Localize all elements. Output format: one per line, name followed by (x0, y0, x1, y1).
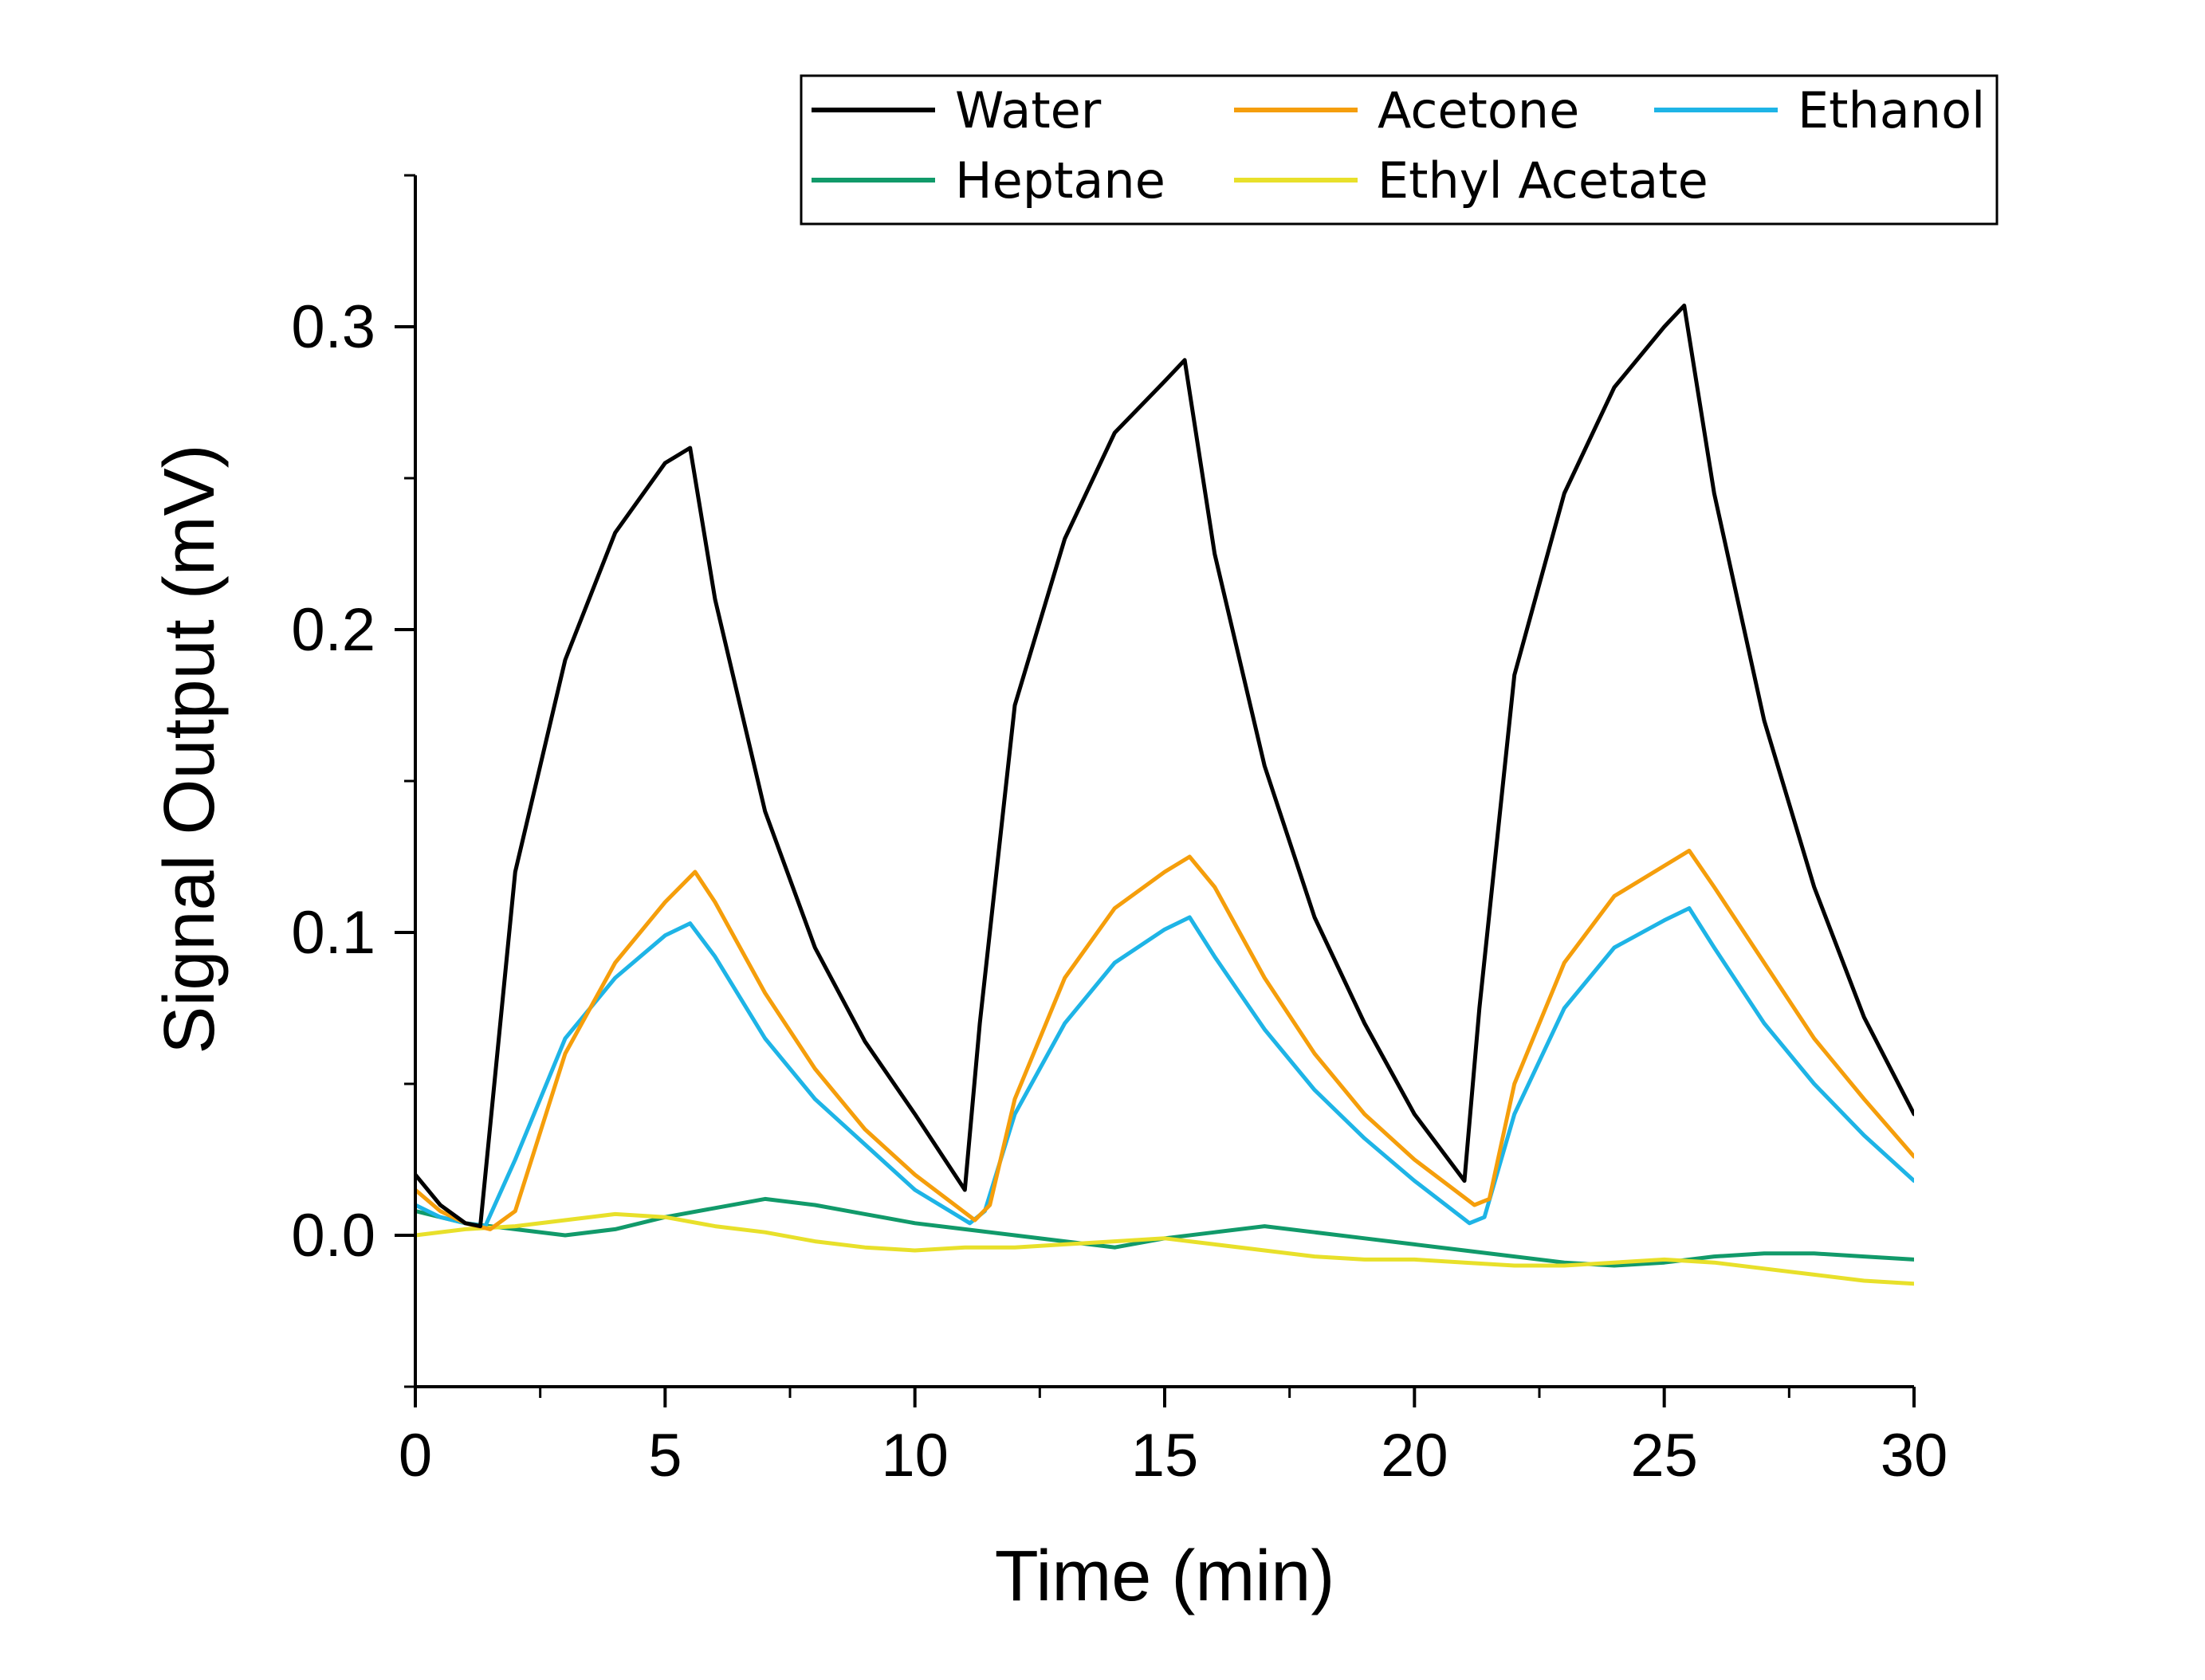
legend-label: Water (955, 81, 1102, 139)
x-tick-label: 20 (1381, 1422, 1448, 1490)
axes (414, 175, 1914, 1388)
y-tick-label: 0.2 (291, 596, 375, 664)
legend: Water Acetone Ethanol Heptane Ethyl Acetate (800, 74, 1999, 226)
x-tick-label: 0 (399, 1422, 432, 1490)
x-tick-label: 25 (1630, 1422, 1698, 1490)
series-line-acetone (415, 848, 1914, 1231)
series-line-ethanol (415, 906, 1914, 1229)
legend-label: Ethanol (1798, 81, 1985, 139)
series-line-ethyl-acetate (415, 1211, 1914, 1286)
series-line-heptane (415, 1196, 1914, 1268)
series-line-water (415, 303, 1914, 1229)
legend-label: Acetone (1378, 81, 1579, 139)
x-tick-label: 30 (1881, 1422, 1948, 1490)
y-tick-label: 0.3 (291, 293, 375, 361)
legend-label: Heptane (955, 151, 1165, 210)
y-tick-label: 0.0 (291, 1202, 375, 1270)
legend-label: Ethyl Acetate (1378, 151, 1708, 210)
x-tick-label: 15 (1131, 1422, 1199, 1490)
series-layer (415, 303, 1914, 1286)
x-tick-label: 10 (881, 1422, 949, 1490)
legend-box (800, 74, 1999, 226)
x-tick-label: 5 (648, 1422, 682, 1490)
y-tick-label: 0.1 (291, 899, 375, 967)
y-axis-title: Signal Output (mV) (150, 444, 230, 1054)
ticks: 0 5 10 15 20 25 30 0.0 0.1 0.2 0.3 (291, 174, 1948, 1490)
x-axis-title: Time (min) (995, 1537, 1335, 1616)
